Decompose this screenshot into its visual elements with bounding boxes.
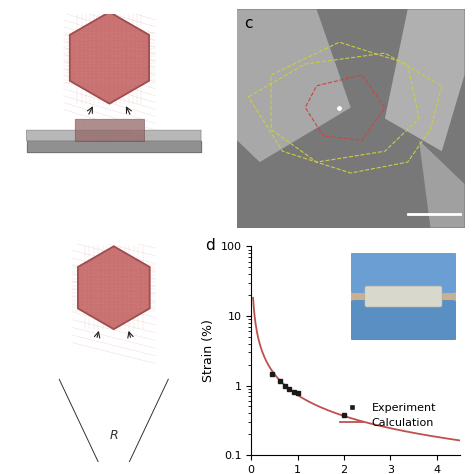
Text: d: d (205, 238, 215, 253)
Polygon shape (419, 140, 465, 228)
Text: R: R (109, 429, 118, 443)
Polygon shape (70, 12, 149, 104)
FancyBboxPatch shape (74, 119, 144, 141)
Text: c: c (244, 16, 252, 31)
Y-axis label: Strain (%): Strain (%) (202, 319, 215, 382)
Polygon shape (385, 9, 465, 151)
Polygon shape (27, 141, 201, 152)
Legend: Experiment, Calculation: Experiment, Calculation (336, 398, 440, 433)
Polygon shape (237, 9, 351, 162)
Polygon shape (78, 246, 150, 329)
FancyBboxPatch shape (27, 130, 201, 141)
